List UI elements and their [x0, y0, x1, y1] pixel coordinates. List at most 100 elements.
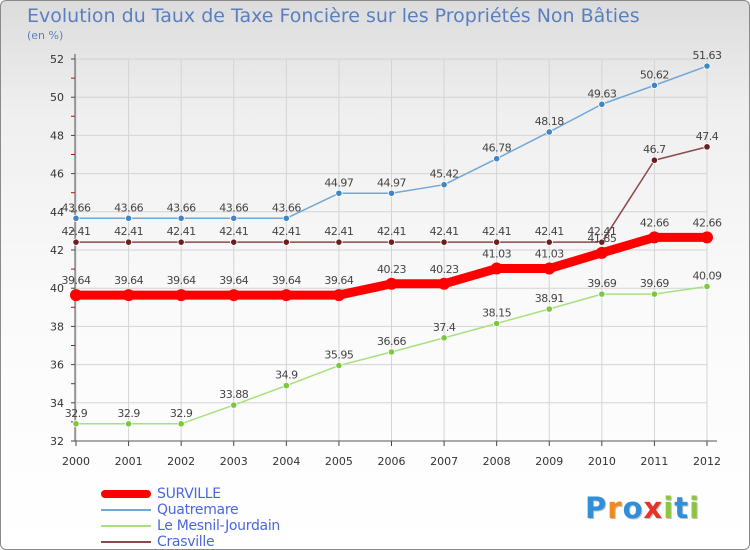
- data-point-quatremare: [650, 81, 659, 89]
- data-point-surville: [595, 246, 608, 259]
- data-point-quatremare: [282, 214, 290, 222]
- data-label-surville: 42.66: [693, 216, 722, 229]
- legend-swatch: [101, 541, 151, 543]
- x-tick-label: 2012: [693, 455, 721, 468]
- data-label-quatremare: 43.66: [114, 201, 143, 214]
- logo-letter: x: [643, 491, 664, 525]
- data-point-surville: [175, 289, 188, 302]
- data-label-crasville: 42.41: [114, 225, 143, 238]
- data-point-surville: [122, 289, 135, 302]
- y-tick-label: 50: [50, 91, 64, 104]
- data-label-le-mesnil-jourdain: 36.66: [377, 335, 406, 348]
- data-point-crasville: [177, 238, 185, 246]
- x-tick-label: 2007: [430, 455, 458, 468]
- data-point-crasville: [124, 238, 133, 246]
- data-label-le-mesnil-jourdain: 38.91: [535, 292, 564, 305]
- data-label-crasville: 42.41: [167, 225, 196, 238]
- data-label-crasville: 42.41: [272, 225, 301, 238]
- data-point-surville: [385, 277, 398, 290]
- y-tick-label: 44: [50, 206, 64, 219]
- data-point-quatremare: [177, 214, 185, 222]
- data-label-crasville: 42.41: [62, 225, 91, 238]
- data-point-surville: [490, 262, 503, 275]
- data-label-quatremare: 45.42: [430, 168, 459, 181]
- data-label-quatremare: 43.66: [272, 201, 301, 214]
- data-label-crasville: 42.41: [377, 225, 406, 238]
- chart-title: Evolution du Taux de Taxe Foncière sur l…: [27, 5, 640, 27]
- data-point-le-mesnil-jourdain: [545, 305, 553, 313]
- y-tick-label: 32: [50, 435, 64, 448]
- data-point-le-mesnil-jourdain: [440, 334, 448, 342]
- data-point-surville: [332, 289, 345, 302]
- data-point-quatremare: [493, 155, 501, 163]
- legend-item: Quatremare: [101, 502, 361, 518]
- data-point-quatremare: [335, 189, 343, 197]
- x-tick-label: 2001: [115, 455, 143, 468]
- data-label-quatremare: 44.97: [324, 176, 353, 189]
- data-point-surville: [280, 289, 293, 302]
- data-label-crasville: 42.41: [482, 225, 511, 238]
- x-tick-label: 2005: [325, 455, 353, 468]
- data-point-le-mesnil-jourdain: [177, 420, 185, 428]
- data-point-crasville: [598, 238, 606, 246]
- data-point-le-mesnil-jourdain: [230, 401, 238, 409]
- data-point-quatremare: [598, 100, 606, 108]
- data-point-crasville: [230, 238, 238, 246]
- y-tick-label: 40: [50, 282, 64, 295]
- y-tick-label: 42: [50, 244, 64, 257]
- legend-item: Le Mesnil-Jourdain: [101, 518, 361, 534]
- data-label-le-mesnil-jourdain: 39.69: [640, 277, 669, 290]
- data-point-le-mesnil-jourdain: [598, 290, 606, 298]
- data-label-surville: 42.66: [640, 216, 669, 229]
- y-tick-label: 34: [50, 397, 64, 410]
- data-label-surville: 39.64: [272, 274, 301, 287]
- data-point-le-mesnil-jourdain: [124, 420, 133, 428]
- data-labels: 43.66 43.66 43.66 43.66 43.66 44.97 44.97 45.42…: [62, 49, 723, 420]
- data-label-quatremare: 46.78: [482, 142, 511, 155]
- y-tick-label: 46: [50, 168, 64, 181]
- data-point-quatremare: [703, 62, 711, 70]
- data-point-surville: [701, 231, 713, 244]
- x-tick-label: 2003: [220, 455, 248, 468]
- data-label-surville: 39.64: [219, 274, 248, 287]
- data-point-le-mesnil-jourdain: [493, 319, 501, 328]
- y-tick-label: 38: [50, 320, 64, 333]
- x-tick-label: 2008: [483, 455, 511, 468]
- logo-letter: o: [622, 491, 644, 525]
- data-label-crasville: 42.41: [324, 225, 353, 238]
- data-label-surville: 40.23: [430, 263, 459, 276]
- logo-letter: i: [689, 491, 701, 525]
- data-label-le-mesnil-jourdain: 38.15: [482, 307, 511, 320]
- data-label-le-mesnil-jourdain: 34.9: [275, 369, 298, 382]
- legend-label: SURVILLE: [157, 486, 221, 502]
- x-tick-label: 2009: [535, 455, 563, 468]
- data-point-surville: [648, 231, 661, 244]
- proxiti-logo: Proxiti: [585, 491, 700, 525]
- x-tick-label: 2002: [167, 455, 195, 468]
- data-label-surville: 39.64: [62, 274, 91, 287]
- data-point-crasville: [703, 143, 711, 151]
- y-tick-label: 52: [50, 53, 64, 66]
- data-label-crasville: 47.4: [696, 130, 719, 143]
- data-label-crasville: 46.7: [643, 143, 666, 156]
- axes: 32 34 36 38 40 42 44 46 48 50 52 2000 2001 2002 2003 20…: [50, 53, 721, 468]
- data-point-quatremare: [230, 214, 238, 222]
- data-label-crasville: 42.41: [219, 225, 248, 238]
- data-point-le-mesnil-jourdain: [387, 348, 396, 356]
- data-point-quatremare: [440, 181, 448, 189]
- data-point-quatremare: [545, 128, 553, 136]
- data-point-le-mesnil-jourdain: [703, 282, 711, 291]
- data-label-surville: 40.23: [377, 263, 406, 276]
- data-label-le-mesnil-jourdain: 37.4: [433, 321, 456, 334]
- chart-subtitle: (en %): [27, 29, 64, 42]
- data-label-quatremare: 43.66: [219, 201, 248, 214]
- y-tick-label: 48: [50, 129, 64, 142]
- data-point-surville: [543, 262, 556, 275]
- x-tick-label: 2000: [62, 455, 90, 468]
- data-point-crasville: [387, 238, 396, 246]
- x-tick-label: 2010: [588, 455, 616, 468]
- data-label-surville: 41.85: [587, 232, 616, 245]
- legend-label: Le Mesnil-Jourdain: [157, 518, 280, 534]
